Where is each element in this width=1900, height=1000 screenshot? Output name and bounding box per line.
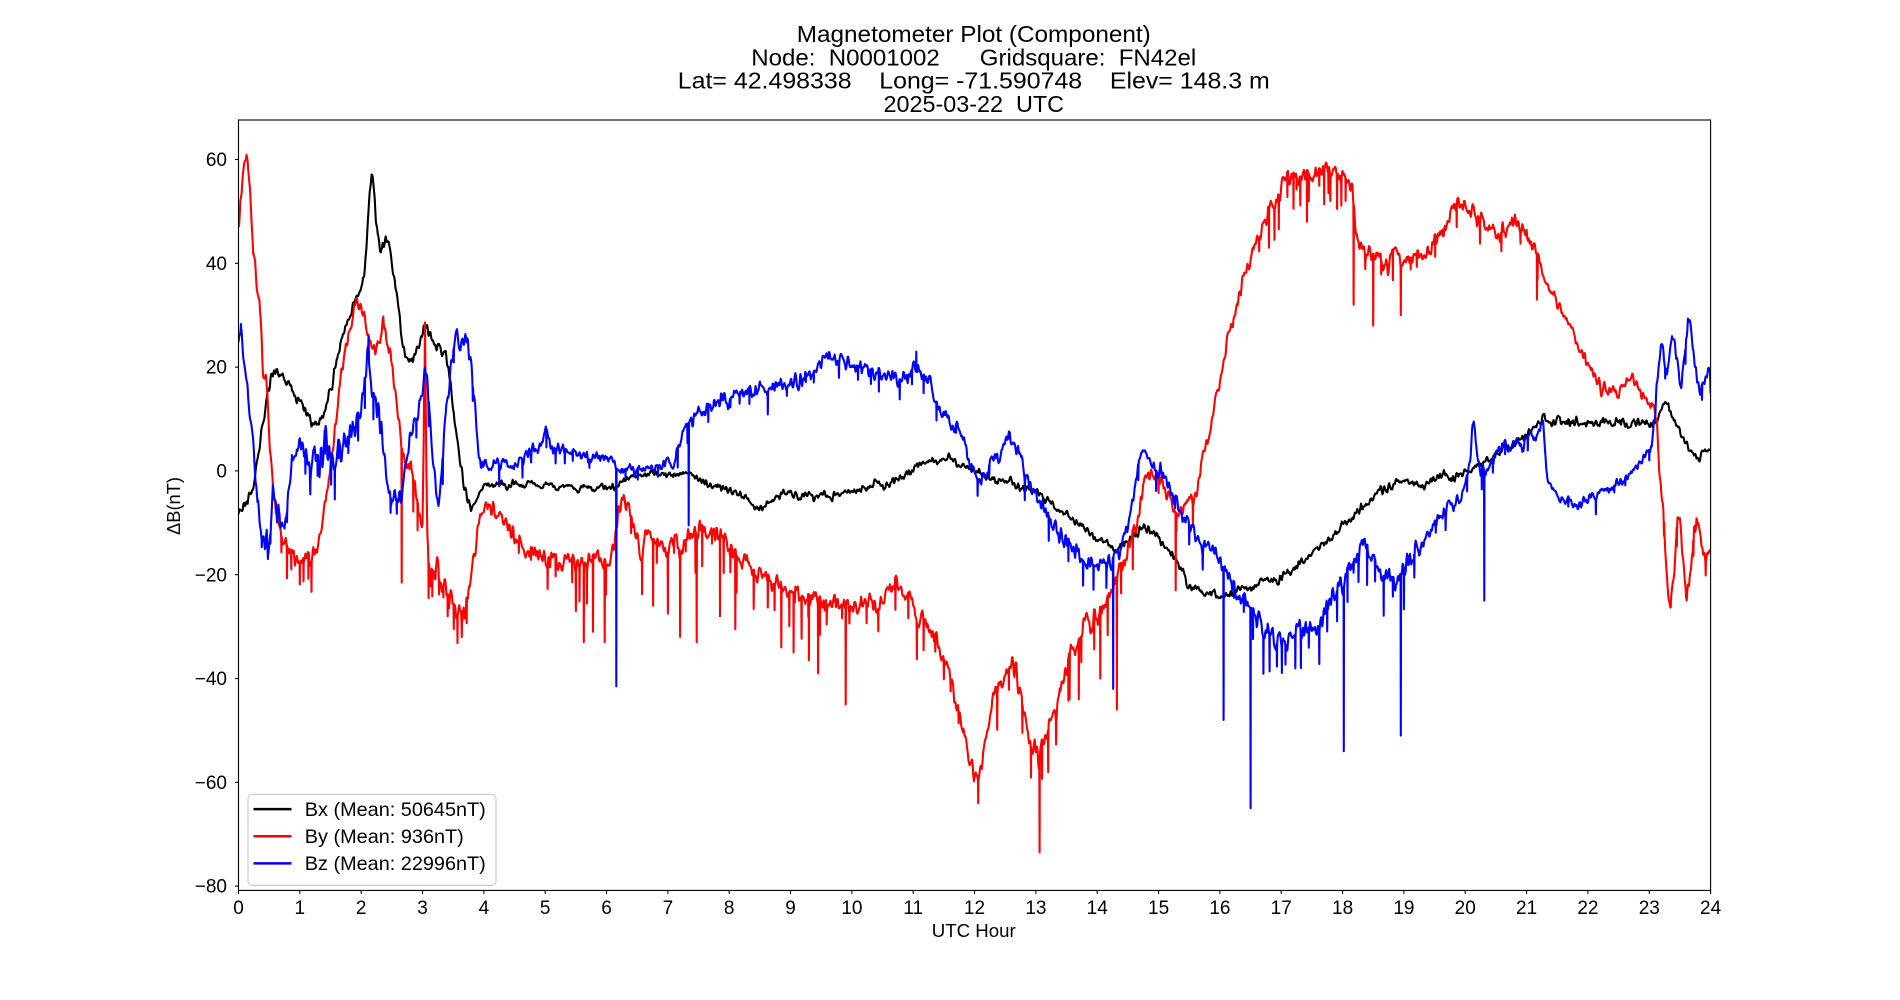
svg-text:4: 4 (479, 898, 490, 919)
svg-text:−40: −40 (195, 669, 227, 690)
svg-text:22: 22 (1577, 898, 1598, 919)
svg-text:UTC Hour: UTC Hour (932, 920, 1016, 941)
svg-text:21: 21 (1516, 898, 1537, 919)
svg-text:ΔB(nT): ΔB(nT) (163, 477, 184, 535)
svg-text:13: 13 (1025, 898, 1046, 919)
svg-text:Bx (Mean: 50645nT): Bx (Mean: 50645nT) (305, 799, 486, 821)
svg-text:40: 40 (206, 254, 227, 275)
svg-text:0: 0 (233, 898, 244, 919)
svg-text:0: 0 (216, 462, 227, 483)
svg-text:24: 24 (1700, 898, 1722, 919)
svg-text:−60: −60 (195, 773, 227, 794)
svg-text:Magnetometer Plot (Component): Magnetometer Plot (Component) (797, 21, 1151, 47)
svg-text:8: 8 (724, 898, 735, 919)
svg-text:−80: −80 (195, 877, 227, 898)
svg-text:18: 18 (1332, 898, 1353, 919)
svg-text:15: 15 (1148, 898, 1169, 919)
svg-text:1: 1 (295, 898, 306, 919)
svg-text:Lat= 42.498338 Long= -71.59: Lat= 42.498338 Long= -71.590748 Elev= 14… (678, 68, 1270, 94)
svg-text:Bz (Mean: 22996nT): Bz (Mean: 22996nT) (305, 853, 486, 875)
svg-text:−20: −20 (195, 565, 227, 586)
svg-text:9: 9 (785, 898, 796, 919)
svg-text:14: 14 (1087, 898, 1109, 919)
svg-text:20: 20 (1455, 898, 1476, 919)
svg-text:By (Mean: 936nT): By (Mean: 936nT) (305, 826, 464, 848)
svg-text:3: 3 (417, 898, 428, 919)
svg-text:7: 7 (663, 898, 674, 919)
svg-text:11: 11 (903, 898, 923, 919)
svg-text:12: 12 (964, 898, 985, 919)
svg-text:23: 23 (1639, 898, 1660, 919)
svg-text:19: 19 (1393, 898, 1414, 919)
svg-text:2: 2 (356, 898, 367, 919)
svg-text:16: 16 (1209, 898, 1230, 919)
svg-text:Node: N0001002 Gridsquar: Node: N0001002 Gridsquare: FN42el (751, 44, 1196, 70)
svg-text:6: 6 (601, 898, 612, 919)
svg-text:5: 5 (540, 898, 551, 919)
svg-text:20: 20 (206, 358, 227, 379)
svg-text:10: 10 (841, 898, 862, 919)
svg-text:60: 60 (206, 150, 227, 171)
svg-text:2025-03-22 UTC: 2025-03-22 UTC (884, 91, 1065, 117)
svg-text:17: 17 (1271, 898, 1292, 919)
